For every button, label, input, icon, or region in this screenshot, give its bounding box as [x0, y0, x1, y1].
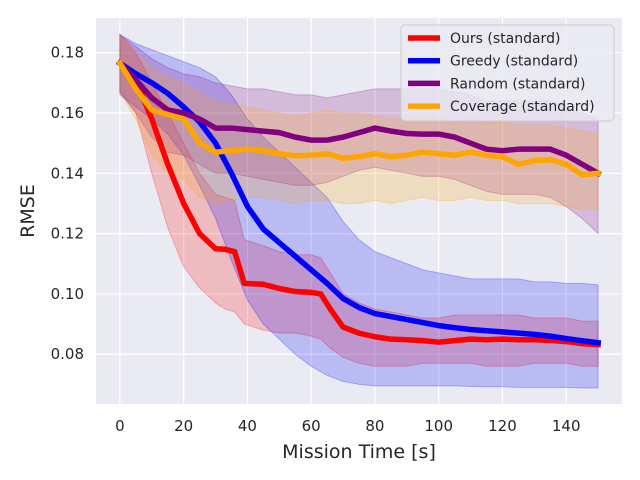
- x-tick-label: 40: [238, 417, 257, 435]
- y-tick-label: 0.16: [51, 104, 84, 122]
- ours-confidence-band: [119, 33, 599, 367]
- coverage-confidence-band: [119, 33, 599, 210]
- x-tick-label: 80: [365, 417, 384, 435]
- x-tick-labels: 0 20 40 60 80 100 120 140: [115, 417, 580, 435]
- x-tick-label: 120: [488, 417, 517, 435]
- x-axis-label: Mission Time [s]: [282, 441, 436, 463]
- x-tick-label: 0: [115, 417, 125, 435]
- y-axis-label: RMSE: [17, 184, 39, 238]
- ours-mean-line: [116, 59, 601, 348]
- coverage-mean-line: [116, 59, 602, 178]
- greedy-confidence-band: [119, 33, 599, 389]
- x-tick-label: 140: [552, 417, 581, 435]
- y-tick-label: 0.14: [51, 164, 84, 182]
- y-tick-label: 0.10: [51, 285, 84, 303]
- legend: Ours (standard) Greedy (standard) Random (…: [400, 24, 615, 122]
- x-tick-label: 60: [302, 417, 321, 435]
- y-tick-label: 0.18: [51, 44, 84, 62]
- legend-label-coverage: Coverage (standard): [450, 99, 595, 115]
- random-mean-line: [116, 59, 602, 178]
- y-tick-label: 0.08: [51, 345, 84, 363]
- x-gridlines: [119, 18, 567, 404]
- legend-label-random: Random (standard): [450, 76, 585, 92]
- legend-box: [400, 24, 615, 122]
- legend-label-ours: Ours (standard): [450, 31, 560, 47]
- legend-label-greedy: Greedy (standard): [450, 54, 578, 70]
- y-tick-label: 0.12: [51, 225, 84, 243]
- y-tick-labels: 0.08 0.10 0.12 0.14 0.16 0.18: [51, 44, 84, 364]
- series-lines: [116, 59, 602, 348]
- x-tick-label: 20: [174, 417, 193, 435]
- x-tick-label: 100: [424, 417, 453, 435]
